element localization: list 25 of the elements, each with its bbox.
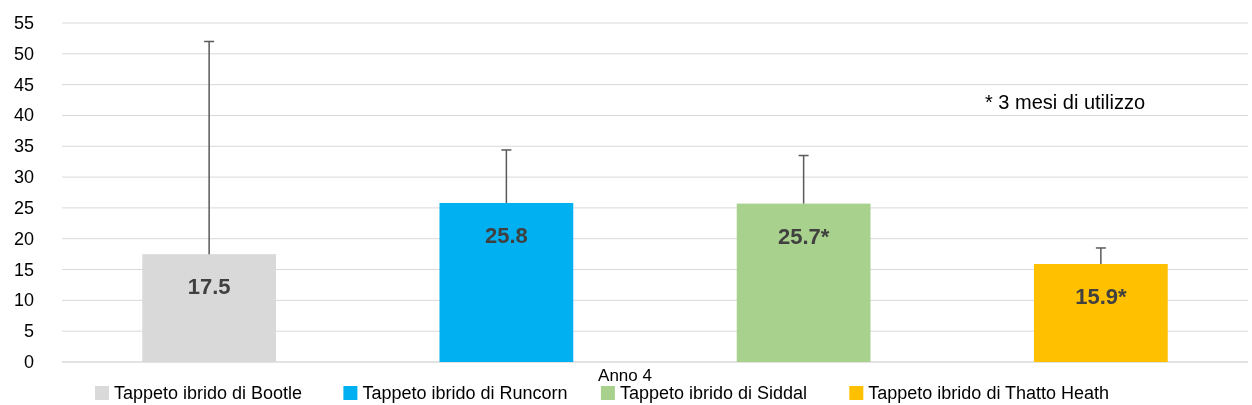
y-tick-label: 30: [13, 167, 34, 188]
y-tick-label: 15: [13, 259, 34, 280]
y-tick-label: 5: [23, 321, 34, 342]
y-tick-label: 55: [13, 13, 34, 33]
legend-label: Tappeto ibrido di Siddal: [619, 383, 808, 403]
y-tick-label: 0: [23, 352, 34, 372]
data-label: 25.7*: [777, 223, 830, 249]
annotation: * 3 mesi di utilizzo: [984, 91, 1146, 113]
bar: [439, 202, 574, 362]
y-tick-label: 35: [13, 136, 34, 157]
legend-label: Tappeto ibrido di Runcorn: [362, 383, 568, 403]
data-label: 25.8: [484, 222, 528, 248]
data-label: 17.5: [187, 274, 231, 300]
y-tick-label: 25: [13, 197, 34, 218]
y-tick-label: 50: [13, 43, 34, 64]
legend-label: Tappeto ibrido di Thatto Heath: [868, 383, 1110, 403]
y-tick-label: 40: [13, 105, 34, 126]
bar: [736, 203, 871, 362]
y-tick-label: 10: [13, 290, 34, 311]
y-tick-label: 20: [13, 228, 34, 249]
y-tick-label: 45: [13, 74, 34, 95]
bar: [1033, 264, 1168, 362]
legend-label: Tappeto ibrido di Bootle: [114, 383, 303, 403]
x-tick-label: Anno 4: [598, 366, 652, 385]
data-label: 15.9*: [1075, 284, 1127, 309]
